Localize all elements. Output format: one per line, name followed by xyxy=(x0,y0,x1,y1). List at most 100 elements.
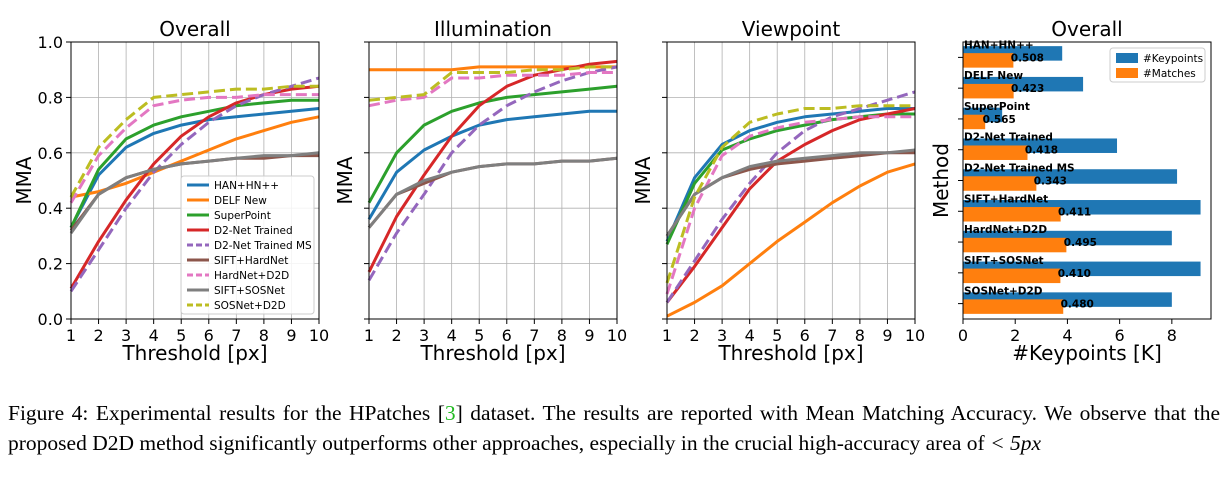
legend-label: DELF New xyxy=(214,195,267,207)
category-label: HardNet+D2D xyxy=(964,224,1047,236)
legend-label: SIFT+HardNet xyxy=(214,255,288,267)
bar-matches xyxy=(963,268,1061,284)
series-line-sift-sosnet xyxy=(69,151,320,234)
x-tick-label: 10 xyxy=(309,326,329,345)
legend-label: #Matches xyxy=(1143,68,1196,80)
series-line-sift-sosnet xyxy=(367,156,618,229)
bar-value-label: 0.565 xyxy=(983,114,1016,126)
x-tick-label: 8 xyxy=(1167,326,1177,345)
chart-title: Illumination xyxy=(434,17,552,41)
figure: 1 2 3 4 5 6 7 8 9 100.00.20.40.60.81.0OverallThre… xyxy=(12,17,1212,365)
caption-body: ] dataset. The results are reported with… xyxy=(8,401,1220,455)
legend-label: HardNet+D2D xyxy=(214,270,289,282)
series-line-han-hn xyxy=(367,109,617,221)
bar-value-label: 0.480 xyxy=(1061,299,1094,311)
series-line-superpoint xyxy=(665,112,915,245)
x-tick-label: 6 xyxy=(1115,326,1125,345)
bar-matches xyxy=(963,176,1037,191)
bar-value-label: 0.418 xyxy=(1025,145,1058,157)
category-label: SOSNet+D2D xyxy=(964,286,1043,298)
x-tick-label: 7 xyxy=(827,326,837,345)
x-tick-label: 2 xyxy=(1010,326,1020,345)
category-label: HAN+HN++ xyxy=(964,39,1034,51)
plot-frame xyxy=(70,41,320,320)
series-line-hardnet-d2d xyxy=(665,115,915,295)
legend: #Keypoints #Matches xyxy=(1109,47,1206,83)
x-tick-label: 3 xyxy=(121,326,131,345)
x-tick-label: 10 xyxy=(607,326,627,345)
y-tick-label: 0.0 xyxy=(38,310,63,329)
category-label: D2-Net Trained xyxy=(964,132,1053,144)
x-tick-label: 1 xyxy=(66,326,76,345)
x-axis-label: #Keypoints [K] xyxy=(1012,341,1162,365)
bar-matches xyxy=(963,114,986,130)
bar-matches xyxy=(963,299,1064,314)
y-axis-label: Method xyxy=(929,143,953,218)
series-line-superpoint xyxy=(69,98,319,229)
x-tick-label: 2 xyxy=(93,326,103,345)
bar-value-label: 0.423 xyxy=(1011,83,1044,95)
caption-math: < 5px xyxy=(990,431,1041,455)
x-tick-label: 9 xyxy=(584,326,594,345)
chart-title: Overall xyxy=(159,17,230,41)
figure-caption: Figure 4: Experimental results for the H… xyxy=(8,398,1220,458)
legend-box xyxy=(180,175,315,315)
x-tick-label: 5 xyxy=(772,326,782,345)
y-axis-label: MMA xyxy=(631,156,655,205)
legend-swatch xyxy=(1116,68,1138,78)
x-tick-label: 2 xyxy=(391,326,401,345)
bar-value-label: 0.411 xyxy=(1058,206,1091,218)
x-tick-label: 8 xyxy=(557,326,567,345)
category-label: SuperPoint xyxy=(964,101,1030,113)
x-tick-label: 9 xyxy=(286,326,296,345)
x-tick-label: 7 xyxy=(231,326,241,345)
series-line-delf-new xyxy=(666,162,916,318)
x-tick-label: 9 xyxy=(882,326,892,345)
legend-label: D2-Net Trained xyxy=(214,225,293,237)
legend-label: #Keypoints xyxy=(1143,53,1203,65)
series-line-d2-net-trained-ms xyxy=(665,90,916,304)
legend-label: HAN+HN++ xyxy=(214,180,279,192)
bar-value-label: 0.508 xyxy=(1011,52,1044,64)
y-tick-label: 0.4 xyxy=(38,199,63,218)
x-axis-label: Threshold [px] xyxy=(121,341,267,365)
y-tick-label: 0.8 xyxy=(38,88,63,107)
series-line-han-hn xyxy=(69,107,320,229)
x-axis-label: Threshold [px] xyxy=(717,341,863,365)
y-tick-label: 1.0 xyxy=(38,33,63,52)
bar-value-label: 0.343 xyxy=(1034,176,1067,188)
legend-swatch xyxy=(1116,53,1138,63)
caption-lead: Figure 4: Experimental results for the H… xyxy=(8,401,445,425)
bar-value-label: 0.410 xyxy=(1058,268,1091,280)
x-tick-label: 5 xyxy=(176,326,186,345)
plot-frame xyxy=(368,41,618,320)
chart-title: Viewpoint xyxy=(742,17,841,41)
x-tick-label: 0 xyxy=(958,326,968,345)
x-tick-label: 3 xyxy=(717,326,727,345)
series-line-hardnet-d2d xyxy=(69,93,319,204)
series-line-superpoint xyxy=(367,84,618,204)
category-label: DELF New xyxy=(964,70,1023,82)
y-tick-label: 0.2 xyxy=(38,255,63,274)
x-tick-label: 3 xyxy=(419,326,429,345)
bar-matches xyxy=(963,237,1067,253)
category-label: SIFT+HardNet xyxy=(964,193,1048,205)
x-tick-label: 6 xyxy=(800,326,810,345)
x-tick-label: 10 xyxy=(905,326,925,345)
bar-value-label: 0.495 xyxy=(1064,237,1097,249)
x-tick-label: 4 xyxy=(447,326,457,345)
category-label: SIFT+SOSNet xyxy=(964,255,1044,267)
plot-frame xyxy=(666,41,916,320)
bar-matches xyxy=(963,207,1061,222)
x-tick-label: 6 xyxy=(502,326,512,345)
x-tick-label: 4 xyxy=(745,326,755,345)
y-tick-label: 0.6 xyxy=(38,144,63,163)
citation-link[interactable]: 3 xyxy=(444,401,456,425)
x-tick-label: 6 xyxy=(204,326,214,345)
legend-label: D2-Net Trained MS xyxy=(214,240,312,252)
legend-label: SOSNet+D2D xyxy=(214,300,286,312)
series-line-sift-sosnet xyxy=(665,148,916,237)
line-chart-illumination-2: 1 2 3 4 5 6 7 8 9 10 Illumination Threshold [px] MMA xyxy=(333,17,627,365)
y-axis-label: MMA xyxy=(12,156,36,205)
x-tick-label: 2 xyxy=(689,326,699,345)
